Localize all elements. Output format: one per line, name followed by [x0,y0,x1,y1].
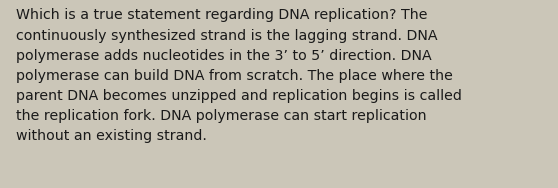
Text: Which is a true statement regarding DNA replication? The
continuously synthesize: Which is a true statement regarding DNA … [16,8,461,143]
